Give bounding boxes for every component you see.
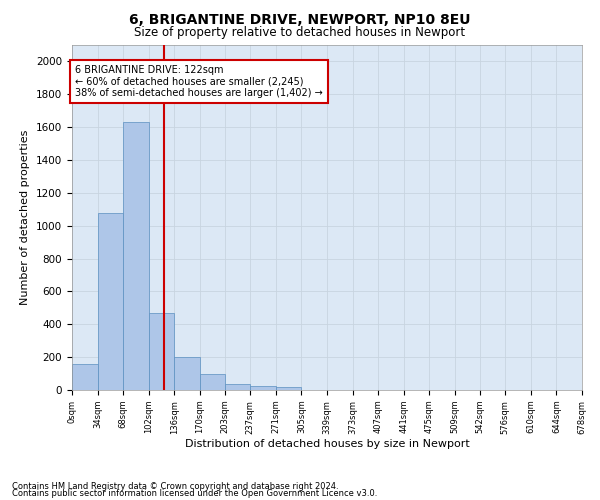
Text: 6 BRIGANTINE DRIVE: 122sqm
← 60% of detached houses are smaller (2,245)
38% of s: 6 BRIGANTINE DRIVE: 122sqm ← 60% of deta…	[75, 64, 323, 98]
Bar	[123, 122, 149, 390]
Bar	[224, 384, 250, 390]
Text: Contains public sector information licensed under the Open Government Licence v3: Contains public sector information licen…	[12, 489, 377, 498]
Bar	[72, 364, 98, 390]
Text: Size of property relative to detached houses in Newport: Size of property relative to detached ho…	[134, 26, 466, 39]
Bar	[175, 357, 200, 390]
X-axis label: Distribution of detached houses by size in Newport: Distribution of detached houses by size …	[185, 440, 469, 450]
Bar	[276, 387, 301, 390]
Bar	[250, 386, 276, 390]
Text: Contains HM Land Registry data © Crown copyright and database right 2024.: Contains HM Land Registry data © Crown c…	[12, 482, 338, 491]
Y-axis label: Number of detached properties: Number of detached properties	[20, 130, 31, 305]
Bar	[149, 313, 175, 390]
Text: 6, BRIGANTINE DRIVE, NEWPORT, NP10 8EU: 6, BRIGANTINE DRIVE, NEWPORT, NP10 8EU	[129, 12, 471, 26]
Bar	[98, 212, 123, 390]
Bar	[200, 374, 226, 390]
